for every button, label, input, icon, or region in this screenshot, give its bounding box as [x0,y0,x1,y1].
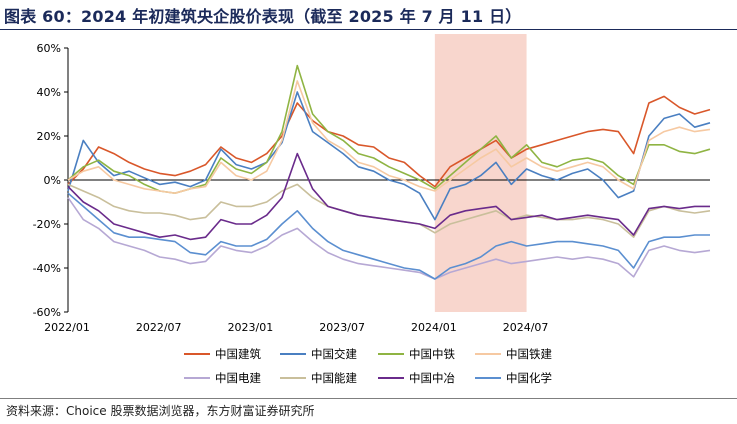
y-tick-label: 40% [37,86,61,99]
title-divider [0,29,737,30]
y-tick-label: -60% [33,306,61,319]
x-tick-label: 2024/01 [411,321,457,334]
highlight-region [434,34,527,312]
x-tick-label: 2023/07 [319,321,365,334]
legend-label: 中国电建 [215,371,261,385]
line-chart: 60% 40% 20% 0% -20% -40% -60% 2022/01 2022/07 202… [33,34,711,385]
x-tick-label: 2024/07 [503,321,549,334]
y-tick-label: -40% [33,262,61,275]
legend-label: 中国铁建 [506,347,552,361]
x-tick-label: 2022/01 [44,321,90,334]
source-note: 资料来源：Choice 股票数据浏览器，东方财富证券研究所 [6,404,315,418]
x-tick-label: 2022/07 [136,321,182,334]
series-line-7 [67,152,710,241]
legend-label: 中国能建 [311,371,357,385]
y-tick-label: 20% [37,130,61,143]
legend-label: 中国中冶 [409,371,455,385]
legend-label: 中国交建 [311,347,357,361]
figure-title: 图表 60：2024 年初建筑央企股价表现（截至 2025 年 7 月 11 日… [4,7,522,26]
source-divider [0,398,737,399]
series-line-5 [67,197,711,280]
y-tick-label: 0% [44,174,61,187]
series-lines [67,64,711,280]
series-line-2 [67,91,711,221]
y-tick-label: -20% [33,218,61,231]
legend-label: 中国中铁 [409,347,455,361]
legend-label: 中国化学 [506,371,552,385]
legend-label: 中国建筑 [215,347,261,361]
axes: 60% 40% 20% 0% -20% -40% -60% 2022/01 2022/07 202… [33,42,710,334]
highlight-region-layer [434,34,527,312]
series-line-4 [67,80,711,194]
series-line-1 [67,95,711,188]
x-tick-label: 2023/01 [228,321,274,334]
y-tick-label: 60% [37,42,61,55]
series-line-8 [67,192,710,280]
